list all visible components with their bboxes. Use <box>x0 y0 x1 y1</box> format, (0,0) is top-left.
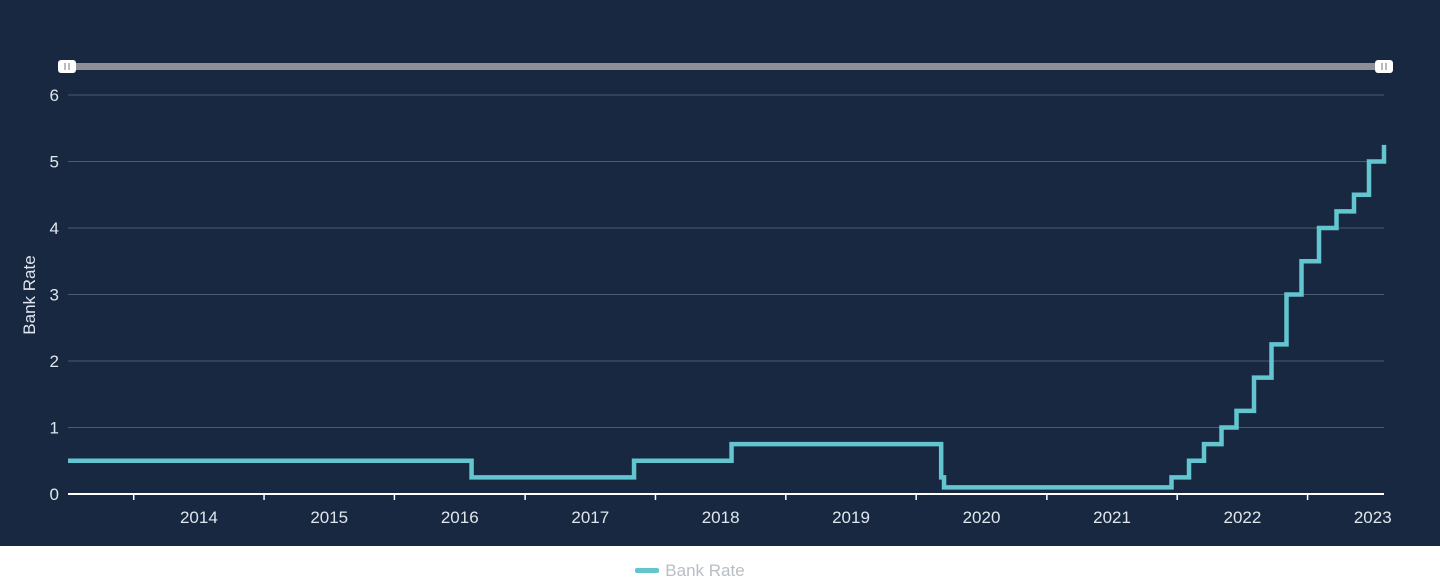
y-tick-label: 0 <box>50 485 59 504</box>
x-tick-label: 2015 <box>310 508 348 527</box>
y-tick-label: 3 <box>50 286 59 305</box>
y-tick-label: 5 <box>50 153 59 172</box>
x-tick-label: 2023 <box>1354 508 1392 527</box>
y-tick-label: 6 <box>50 86 59 105</box>
navigator-track[interactable] <box>66 63 1385 70</box>
y-tick-label: 1 <box>50 419 59 438</box>
legend-swatch <box>635 568 660 573</box>
y-axis-title: Bank Rate <box>20 255 39 334</box>
x-tick-label: 2018 <box>702 508 740 527</box>
legend-label: Bank Rate <box>665 560 745 580</box>
y-tick-label: 2 <box>50 352 59 371</box>
navigator-left-handle[interactable] <box>58 60 76 73</box>
legend-item-bank-rate[interactable]: Bank Rate <box>635 560 745 581</box>
x-axis: 2014 2015 2016 2017 2018 2019 2020 2021 2022 2023 <box>68 493 1392 527</box>
y-axis-ticks: 0 1 2 3 4 5 6 <box>50 86 59 504</box>
y-tick-label: 4 <box>50 219 59 238</box>
grid-lines <box>68 94 1384 428</box>
bank-rate-chart: 0 1 2 3 4 5 6 2014 2015 2016 2017 2018 2019 2020 2021… <box>20 60 1393 527</box>
x-tick-label: 2020 <box>963 508 1001 527</box>
x-tick-label: 2021 <box>1093 508 1131 527</box>
x-tick-label: 2022 <box>1223 508 1261 527</box>
navigator-right-handle[interactable] <box>1375 60 1393 73</box>
chart-panel: 0 1 2 3 4 5 6 2014 2015 2016 2017 2018 2019 2020 2021… <box>0 0 1440 546</box>
legend: Bank Rate <box>0 558 1440 581</box>
x-tick-label: 2014 <box>180 508 218 527</box>
range-navigator[interactable] <box>58 60 1393 73</box>
x-tick-label: 2016 <box>441 508 479 527</box>
series-line-bank-rate[interactable] <box>68 144 1387 490</box>
x-tick-label: 2019 <box>832 508 870 527</box>
x-tick-label: 2017 <box>571 508 609 527</box>
